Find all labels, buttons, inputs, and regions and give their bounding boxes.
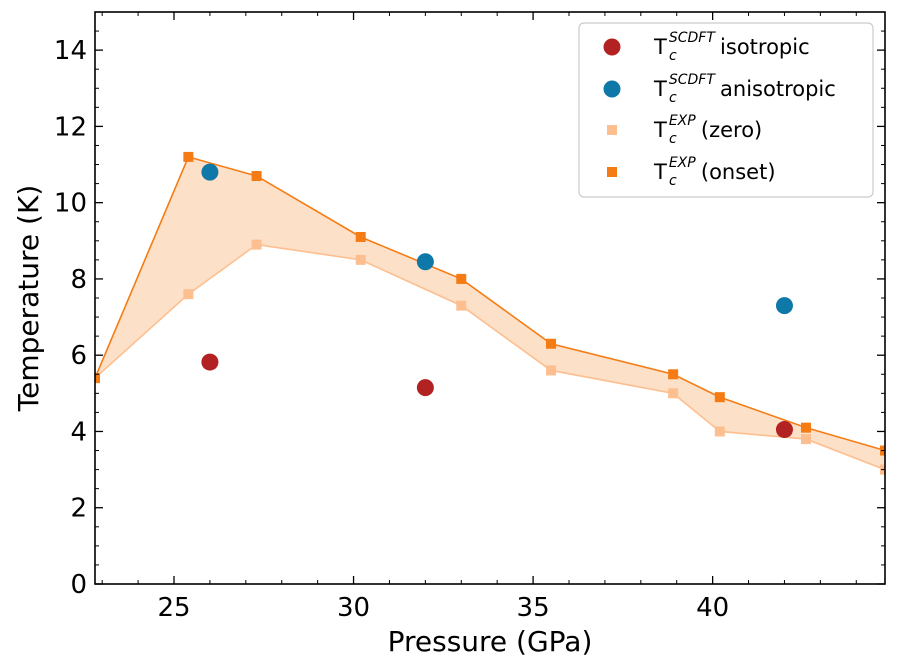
data-point-2-2 xyxy=(251,239,262,250)
data-point-2-8 xyxy=(801,434,811,445)
legend-label-2: T EXP c xyxy=(653,113,696,147)
data-point-3-3 xyxy=(355,231,366,242)
data-point-3-0 xyxy=(95,373,100,384)
legend-suffix-1: anisotropic xyxy=(720,77,836,101)
y-tick-label: 4 xyxy=(70,417,87,447)
x-tick-label: 40 xyxy=(696,593,729,623)
data-point-3-2 xyxy=(251,170,262,181)
data-point-0-1 xyxy=(416,379,434,397)
legend-item-2: T EXP c (zero) xyxy=(607,113,762,147)
fill-between-region xyxy=(95,156,885,470)
fill-between-polygon xyxy=(95,156,885,470)
series-line-2 xyxy=(95,243,885,471)
y-tick-label: 8 xyxy=(70,265,87,295)
data-point-3-6 xyxy=(668,369,679,380)
tick-labels: 25 30 35 40 0 2 4 6 8 10 12 14 xyxy=(54,36,729,623)
data-point-3-5 xyxy=(546,338,557,349)
y-tick-label: 12 xyxy=(54,112,87,142)
legend-marker-1 xyxy=(603,80,621,98)
data-point-2-7 xyxy=(714,426,725,437)
data-point-2-4 xyxy=(456,300,467,311)
legend-marker-0 xyxy=(603,38,621,56)
y-tick-label: 2 xyxy=(70,494,87,524)
data-point-2-6 xyxy=(668,388,679,399)
series-line-3 xyxy=(95,155,885,452)
data-point-3-7 xyxy=(714,392,725,403)
y-tick-label: 6 xyxy=(70,341,87,371)
legend-frame xyxy=(578,22,874,198)
legend-item-0: T SCDFT c isotropic xyxy=(603,30,810,64)
x-tick-label: 30 xyxy=(337,593,370,623)
legend-label-0: T SCDFT c xyxy=(653,30,716,64)
legend-item-1: T SCDFT c anisotropic xyxy=(603,72,836,106)
legend-item-3: T EXP c (onset) xyxy=(607,155,776,189)
x-tick-label: 25 xyxy=(157,593,190,623)
x-axis-label: Pressure (GPa) xyxy=(388,625,593,658)
data-point-2-3 xyxy=(355,254,366,265)
data-point-3-8 xyxy=(801,422,811,433)
data-point-2-5 xyxy=(546,365,557,376)
data-point-0-0 xyxy=(201,353,219,371)
y-tick-label: 14 xyxy=(54,36,87,66)
data-point-3-4 xyxy=(456,273,467,284)
data-point-1-0 xyxy=(201,163,219,181)
y-axis-label: Temperature (K) xyxy=(12,185,45,412)
data-point-1-2 xyxy=(775,297,793,315)
y-tick-label: 0 xyxy=(70,570,87,600)
legend-marker-2 xyxy=(607,125,617,135)
legend-marker-3 xyxy=(607,167,617,177)
plot-frame xyxy=(94,11,886,585)
legend-suffix-0: isotropic xyxy=(720,35,810,59)
y-tick-label: 10 xyxy=(54,189,87,219)
data-point-1-1 xyxy=(416,253,434,271)
legend-suffix-2: (zero) xyxy=(701,118,762,142)
legend-suffix-3: (onset) xyxy=(701,160,776,184)
data-point-0-2 xyxy=(775,421,793,439)
data-point-2-1 xyxy=(183,289,194,300)
series-lines xyxy=(95,155,885,471)
data-point-3-1 xyxy=(183,151,194,162)
legend-label-1: T SCDFT c xyxy=(653,72,716,106)
x-tick-label: 35 xyxy=(517,593,550,623)
legend-label-3: T EXP c xyxy=(653,155,696,189)
